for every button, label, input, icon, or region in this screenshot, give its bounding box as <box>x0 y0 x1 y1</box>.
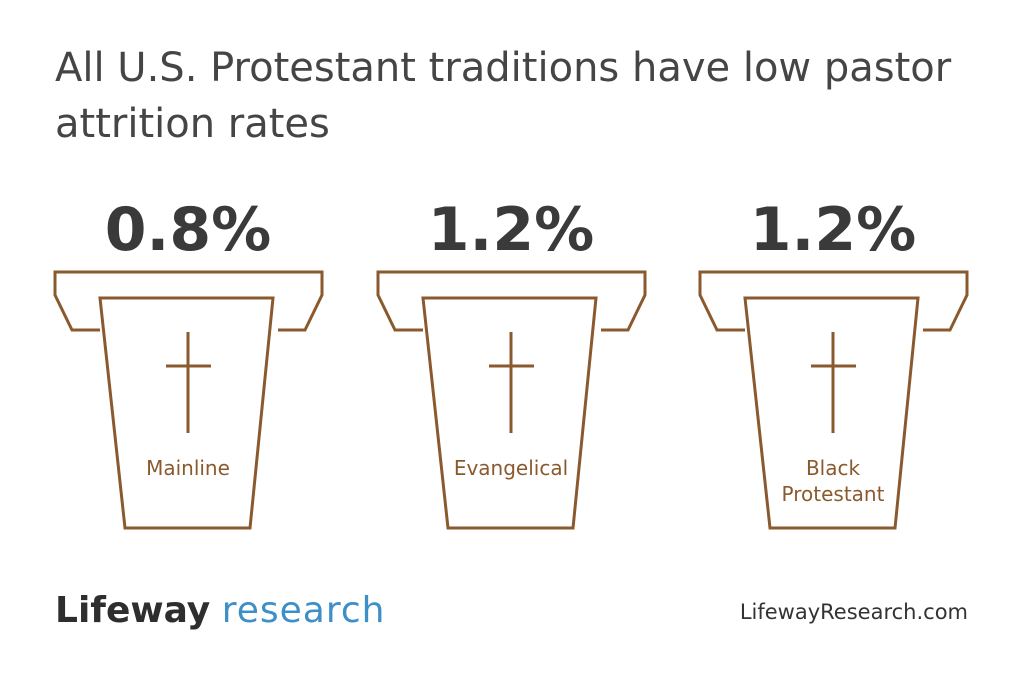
value: 1.2% <box>427 195 595 265</box>
logo-main: Lifeway <box>55 590 211 631</box>
pulpit-body <box>743 296 920 530</box>
pulpit-body <box>98 296 275 530</box>
cross <box>166 332 211 433</box>
pulpit-top <box>376 270 647 332</box>
label: Black Protestant <box>781 456 885 506</box>
label: Evangelical <box>453 456 569 480</box>
logo: Lifeway research <box>55 590 385 631</box>
url: LifewayResearch.com <box>739 600 968 624</box>
value: 0.8% <box>104 195 272 265</box>
pulpit-body <box>421 296 598 530</box>
label: Mainline <box>146 456 230 480</box>
title: All U.S. Protestant traditions have low … <box>55 45 952 147</box>
cross <box>489 332 534 433</box>
value: 1.2% <box>749 195 917 265</box>
pulpit-top <box>698 270 969 332</box>
logo-sub: research <box>221 590 386 631</box>
pulpit-top <box>53 270 324 332</box>
cross <box>811 332 856 433</box>
